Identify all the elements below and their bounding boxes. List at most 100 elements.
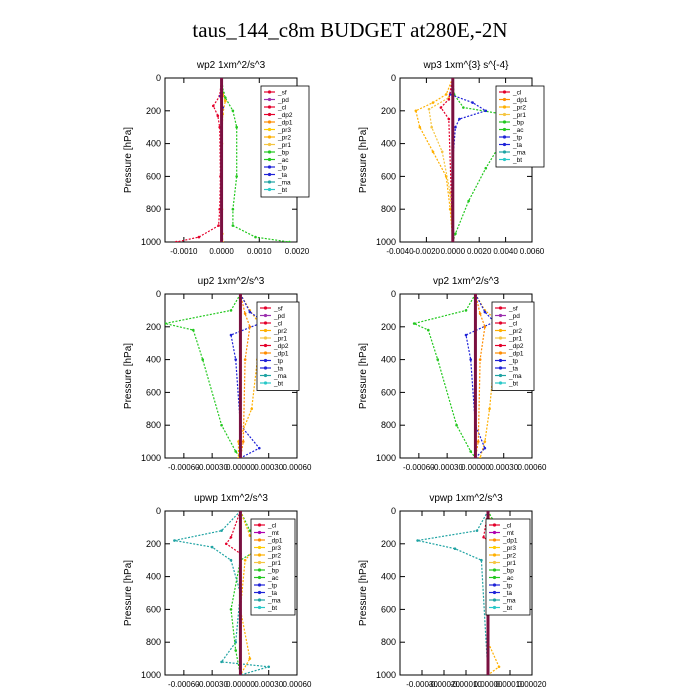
series-line xyxy=(417,511,489,675)
legend-label: _pd xyxy=(277,97,289,104)
legend-label: _tp xyxy=(277,165,287,172)
y-tick-label: 400 xyxy=(146,139,161,149)
legend-marker xyxy=(257,545,262,550)
panel-title: upwp 1xm^2/s^3 xyxy=(194,493,268,504)
series-group xyxy=(412,294,501,458)
data-point xyxy=(462,106,465,109)
data-point xyxy=(469,358,473,361)
legend-marker xyxy=(267,105,272,109)
legend-label: _bt xyxy=(277,187,287,194)
series-line xyxy=(474,294,486,458)
legend-marker xyxy=(257,523,262,527)
x-tick-label: 0.0020 xyxy=(467,247,492,256)
legend-label: _pr1 xyxy=(512,112,526,119)
data-point xyxy=(475,529,479,532)
y-tick-label: 600 xyxy=(146,171,161,181)
legend-marker xyxy=(257,553,262,557)
y-tick-label: 200 xyxy=(146,539,161,549)
legend-marker xyxy=(267,127,272,132)
x-tick-label: -0.0010 xyxy=(170,247,198,256)
x-tick-label: -0.0040 xyxy=(386,247,414,256)
legend-marker xyxy=(492,568,497,572)
legend-label: _pr3 xyxy=(267,545,281,552)
data-point xyxy=(288,240,291,242)
legend-marker xyxy=(263,373,268,378)
data-point xyxy=(224,96,227,99)
legend-marker xyxy=(502,120,507,124)
data-point xyxy=(224,542,228,546)
data-point xyxy=(483,440,487,443)
legend-label: _pr2 xyxy=(277,135,291,142)
data-point xyxy=(201,358,205,361)
legend-label: _pr3 xyxy=(277,127,291,134)
legend-marker xyxy=(502,90,507,94)
x-tick-label: -0.00030 xyxy=(196,463,228,472)
series-group xyxy=(165,294,266,458)
data-point xyxy=(248,534,252,537)
y-tick-label: 0 xyxy=(156,506,161,516)
data-point xyxy=(418,125,422,129)
data-point xyxy=(471,101,474,104)
panel-title: up2 1xm^2/s^3 xyxy=(198,276,265,287)
data-point xyxy=(414,109,418,113)
legend-marker xyxy=(492,575,497,580)
data-point xyxy=(243,558,247,562)
y-axis-label: Pressure [hPa] xyxy=(123,127,134,193)
data-point xyxy=(216,114,220,118)
x-tick-label: 0.0040 xyxy=(493,247,518,256)
y-tick-label: 400 xyxy=(381,139,396,149)
legend-marker xyxy=(257,568,262,572)
x-tick-label: 0.00060 xyxy=(283,463,312,472)
x-tick-label: 0.00060 xyxy=(283,680,312,689)
data-point xyxy=(426,328,430,332)
legend-marker xyxy=(257,538,262,542)
data-point xyxy=(229,558,233,562)
data-point xyxy=(447,98,451,101)
legend-label: _dp2 xyxy=(273,343,289,350)
series-line xyxy=(449,78,488,242)
data-point xyxy=(464,333,468,337)
legend-label: _dp2 xyxy=(508,343,524,350)
legend-label: _ta xyxy=(277,172,287,179)
y-tick-label: 200 xyxy=(381,106,396,116)
legend-marker xyxy=(263,306,268,310)
legend-label: _bp xyxy=(277,150,289,157)
legend-marker xyxy=(498,351,503,355)
legend-label: _ta xyxy=(273,366,283,373)
data-point xyxy=(453,547,457,551)
legend-marker xyxy=(267,172,272,177)
data-point xyxy=(427,107,431,111)
legend-label: _bt xyxy=(512,157,522,164)
panel-3: up2 1xm^2/s^3 Pressure [hPa] 0 200 400 600 800… xyxy=(123,276,312,472)
data-point xyxy=(235,125,238,129)
legend-label: _tp xyxy=(502,583,512,590)
y-tick-label: 600 xyxy=(381,604,396,614)
series-line xyxy=(465,294,496,458)
legend-label: _bp xyxy=(512,120,524,127)
data-point xyxy=(483,310,487,314)
legend-marker xyxy=(498,306,503,310)
legend-label: _sf xyxy=(273,306,283,313)
series-line xyxy=(221,78,290,242)
x-tick-label: 0.0000 xyxy=(209,247,234,256)
legend-label: _pd xyxy=(508,313,520,320)
legend-label: _mt xyxy=(502,530,514,537)
series-line xyxy=(176,78,223,242)
legend-label: _cl xyxy=(277,105,287,112)
legend-label: _cl xyxy=(273,321,283,328)
panel-4: vp2 1xm^2/s^3 Pressure [hPa] 0 200 400 600 800… xyxy=(358,276,547,472)
legend-label: _cl xyxy=(267,523,277,530)
x-tick-label: 0.00060 xyxy=(518,463,547,472)
x-tick-label: -0.00030 xyxy=(406,680,438,689)
data-point xyxy=(243,312,247,315)
legend-box xyxy=(250,518,296,616)
legend-marker xyxy=(502,127,507,132)
data-point xyxy=(175,240,178,242)
data-point xyxy=(257,446,261,450)
x-tick-label: -0.00060 xyxy=(168,463,200,472)
x-tick-label: 0.00030 xyxy=(254,463,283,472)
legend-marker xyxy=(498,328,503,333)
legend-marker xyxy=(267,157,272,162)
legend-label: _ma xyxy=(277,180,291,187)
legend-marker xyxy=(498,336,503,340)
